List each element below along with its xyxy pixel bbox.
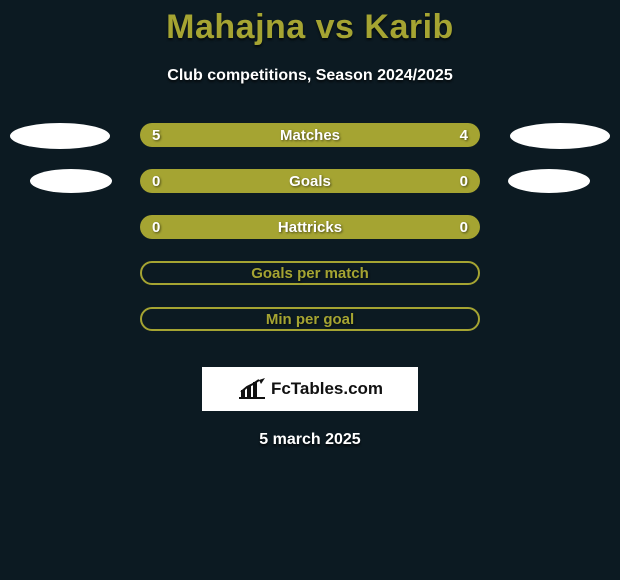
brand-badge[interactable]: FcTables.com bbox=[202, 367, 418, 411]
stat-row-goals-per-match: Goals per match bbox=[0, 261, 620, 307]
infographic-container: Mahajna vs Karib Club competitions, Seas… bbox=[0, 0, 620, 449]
stat-value-left: 0 bbox=[152, 169, 160, 193]
stat-value-left: 5 bbox=[152, 123, 160, 147]
player-left-oval bbox=[10, 123, 110, 149]
player-right-oval bbox=[508, 169, 590, 193]
stat-rows: Matches 5 4 Goals 0 0 Hattricks 0 0 Goal… bbox=[0, 123, 620, 353]
stat-label: Matches bbox=[280, 127, 340, 144]
brand-text: FcTables.com bbox=[271, 379, 383, 399]
stat-label: Min per goal bbox=[266, 311, 354, 328]
page-title: Mahajna vs Karib bbox=[0, 0, 620, 47]
stat-bar: Goals per match bbox=[140, 261, 480, 285]
date-label: 5 march 2025 bbox=[0, 431, 620, 449]
stat-row-hattricks: Hattricks 0 0 bbox=[0, 215, 620, 261]
stat-bar: Hattricks bbox=[140, 215, 480, 239]
stat-bar: Matches bbox=[140, 123, 480, 147]
stat-value-right: 4 bbox=[460, 123, 468, 147]
stat-bar: Goals bbox=[140, 169, 480, 193]
player-right-oval bbox=[510, 123, 610, 149]
stat-value-left: 0 bbox=[152, 215, 160, 239]
stat-label: Hattricks bbox=[278, 219, 342, 236]
player-left-oval bbox=[30, 169, 112, 193]
stat-row-goals: Goals 0 0 bbox=[0, 169, 620, 215]
stat-label: Goals bbox=[289, 173, 331, 190]
stat-value-right: 0 bbox=[460, 215, 468, 239]
stat-row-matches: Matches 5 4 bbox=[0, 123, 620, 169]
subtitle: Club competitions, Season 2024/2025 bbox=[0, 67, 620, 85]
stat-label: Goals per match bbox=[251, 265, 369, 282]
stat-bar: Min per goal bbox=[140, 307, 480, 331]
stat-row-min-per-goal: Min per goal bbox=[0, 307, 620, 353]
chart-icon bbox=[237, 378, 267, 400]
stat-value-right: 0 bbox=[460, 169, 468, 193]
